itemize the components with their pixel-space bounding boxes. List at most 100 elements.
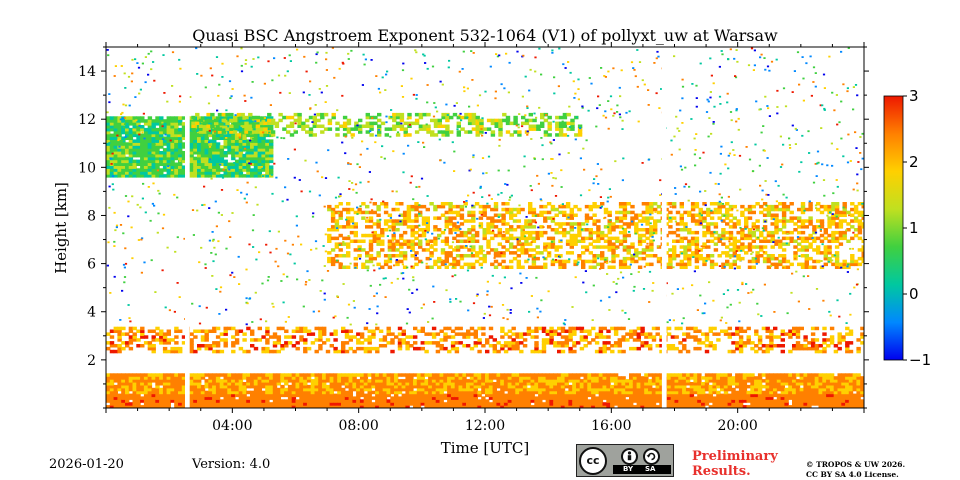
- heatmap-cell: [255, 118, 261, 123]
- heatmap-cell: [352, 396, 357, 400]
- heatmap-cell: [215, 390, 221, 395]
- heatmap-cell: [356, 393, 361, 398]
- heatmap-cell: [569, 216, 574, 220]
- heatmap-cell: [572, 387, 577, 392]
- heatmap-cell: [399, 222, 404, 226]
- heatmap-cell: [378, 379, 384, 383]
- heatmap-cell: [522, 373, 528, 377]
- heatmap-cell: [147, 373, 153, 377]
- heatmap-cell: [189, 168, 194, 172]
- heatmap-cell: [223, 344, 228, 348]
- heatmap-cell: [598, 376, 604, 380]
- heatmap-cell: [565, 222, 571, 226]
- heatmap-cell: [200, 174, 206, 178]
- heatmap-cell: [399, 254, 404, 258]
- heatmap-cell: [856, 405, 861, 408]
- heatmap-cell: [303, 405, 308, 408]
- heatmap-cell: [409, 379, 414, 383]
- heatmap-cell: [503, 382, 509, 386]
- heatmap-cell: [486, 127, 492, 131]
- heatmap-cell: [602, 390, 607, 395]
- heatmap-cell: [136, 393, 141, 398]
- heatmap-cell: [346, 210, 351, 215]
- heatmap-cell: [106, 162, 111, 166]
- heatmap-cell: [368, 219, 374, 223]
- heatmap-cell: [359, 346, 365, 351]
- heatmap-cell: [166, 329, 171, 333]
- heatmap-cell: [570, 121, 575, 126]
- heatmap-cell: [405, 405, 410, 408]
- heatmap-cell: [712, 390, 717, 395]
- heatmap-cell: [215, 376, 221, 380]
- heatmap-cell: [246, 139, 251, 143]
- heatmap-cell: [371, 379, 376, 383]
- heatmap-cell: [577, 207, 582, 212]
- heatmap-cell: [486, 204, 491, 209]
- heatmap-cell: [452, 262, 457, 267]
- heatmap-cell: [447, 405, 452, 408]
- heatmap-cell: [356, 384, 361, 389]
- heatmap-cell: [405, 344, 410, 348]
- heatmap-cell: [200, 393, 206, 398]
- heatmap-cell: [128, 156, 134, 161]
- heatmap-cell: [189, 399, 194, 403]
- heatmap-cell: [490, 133, 496, 137]
- heatmap-cell: [648, 379, 653, 383]
- heatmap-cell: [659, 382, 664, 386]
- heatmap-cell: [383, 219, 389, 223]
- heatmap-cell: [488, 379, 494, 383]
- heatmap-cell: [193, 379, 198, 383]
- heatmap-cell: [735, 390, 740, 395]
- heatmap-cell: [117, 130, 122, 135]
- heatmap-cell: [693, 382, 698, 386]
- heatmap-cell: [361, 248, 366, 252]
- heatmap-cell: [251, 115, 257, 120]
- heatmap-cell: [159, 329, 164, 333]
- heatmap-cell: [773, 384, 778, 389]
- heatmap-cell: [539, 265, 544, 269]
- heatmap-cell: [246, 379, 251, 383]
- heatmap-cell: [178, 393, 183, 398]
- heatmap-cell: [140, 387, 145, 392]
- heatmap-cell: [795, 335, 801, 339]
- heatmap-cell: [466, 329, 471, 333]
- heatmap-cell: [746, 379, 751, 383]
- heatmap-cell: [573, 239, 578, 243]
- heatmap-cell: [448, 251, 453, 255]
- heatmap-cell: [558, 115, 564, 120]
- heatmap-cell: [405, 384, 410, 389]
- heatmap-cell: [513, 121, 518, 126]
- heatmap-cell: [223, 393, 228, 398]
- heatmap-cell: [397, 344, 403, 348]
- heatmap-cell: [420, 390, 425, 395]
- heatmap-cell: [535, 251, 540, 255]
- heatmap-cell: [272, 349, 278, 354]
- heatmap-cell: [553, 399, 558, 403]
- heatmap-cell: [147, 341, 153, 345]
- heatmap-cell: [543, 262, 548, 267]
- heatmap-cell: [377, 112, 382, 117]
- heatmap-cell: [761, 399, 767, 403]
- heatmap-cell: [712, 399, 717, 403]
- heatmap-cell: [674, 396, 679, 400]
- heatmap-cell: [159, 332, 164, 336]
- heatmap-cell: [394, 399, 399, 403]
- heatmap-cell: [704, 393, 710, 398]
- heatmap-cell: [807, 373, 812, 377]
- heatmap-cell: [474, 259, 480, 264]
- heatmap-cell: [594, 376, 600, 380]
- heatmap-cell: [132, 165, 137, 169]
- heatmap-cell: [204, 329, 209, 333]
- heatmap-cell: [795, 393, 801, 398]
- heatmap-cell: [492, 346, 497, 351]
- heatmap-cell: [265, 338, 270, 342]
- heatmap-cell: [125, 382, 130, 386]
- heatmap-cell: [242, 396, 247, 400]
- heatmap-cell: [409, 402, 414, 406]
- heatmap-cell: [727, 332, 732, 336]
- heatmap-cell: [367, 393, 372, 398]
- heatmap-cell: [818, 393, 823, 398]
- heatmap-cell: [447, 402, 452, 406]
- heatmap-cell: [511, 341, 516, 345]
- heatmap-cell: [397, 332, 403, 336]
